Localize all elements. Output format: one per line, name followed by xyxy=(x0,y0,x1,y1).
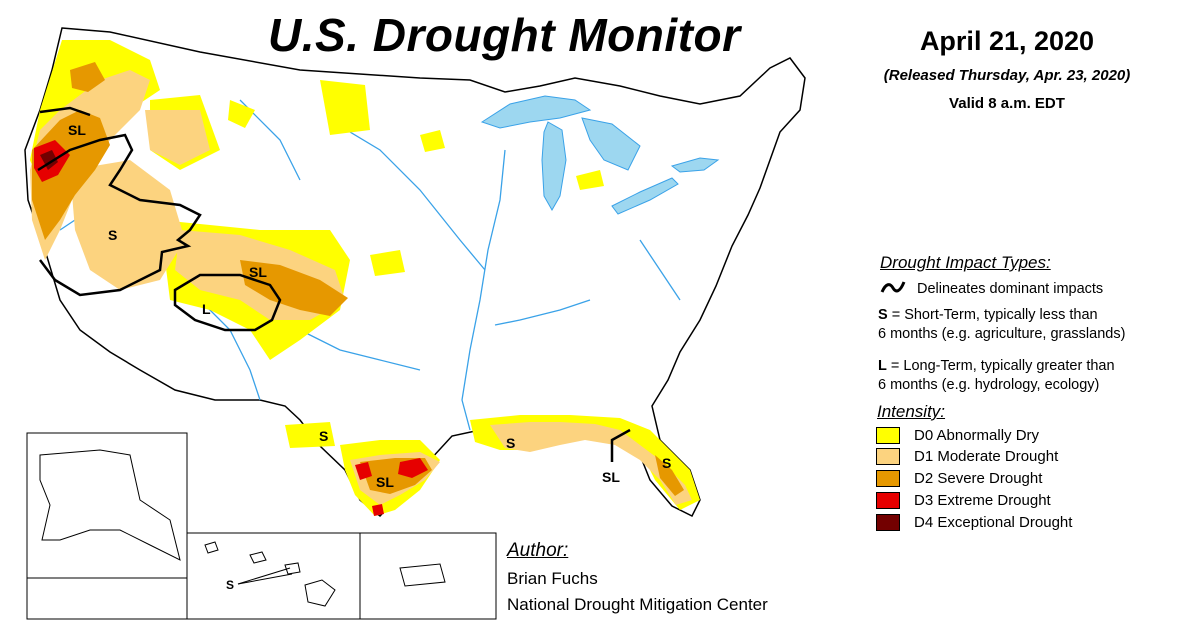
legend-label-d1: D1 Moderate Drought xyxy=(914,447,1059,465)
long-term-line1: L = Long-Term, typically greater than xyxy=(878,357,1115,376)
map-date: April 21, 2020 xyxy=(919,26,1095,56)
intensity-heading: Intensity: xyxy=(877,402,946,421)
delineates-text: Delineates dominant impacts xyxy=(917,281,1104,297)
label-sl-southtexas: SL xyxy=(376,474,394,490)
legend-d3: D3 Extreme Drought xyxy=(876,490,1051,510)
label-sl-colorado: SL xyxy=(249,264,267,280)
label-s-hawaii: S xyxy=(226,578,235,592)
label-s-nevada: S xyxy=(108,227,118,243)
label-l-fourcorners: L xyxy=(202,301,211,317)
label-s-florida: S xyxy=(662,455,672,471)
long-term-key: L xyxy=(878,358,887,374)
hawaii-s-lines xyxy=(237,567,293,585)
lake-ontario xyxy=(670,157,720,173)
legend-label-d3: D3 Extreme Drought xyxy=(914,491,1051,509)
impact-types-heading: Drought Impact Types: xyxy=(880,253,1051,272)
long-term-desc: = Long-Term, typically greater than xyxy=(886,358,1115,374)
legend-d1: D1 Moderate Drought xyxy=(876,446,1058,466)
legend-d0: D0 Abnormally Dry xyxy=(876,425,1039,445)
short-term-desc: = Short-Term, typically less than xyxy=(887,307,1098,323)
legend-d4: D4 Exceptional Drought xyxy=(876,512,1072,532)
map-title: U.S. Drought Monitor xyxy=(268,9,741,61)
hawaii-islands xyxy=(204,541,336,607)
d4-areas xyxy=(40,150,58,170)
release-date: (Released Thursday, Apr. 23, 2020) xyxy=(883,67,1131,84)
label-s-westtexas: S xyxy=(319,428,329,444)
legend-label-d0: D0 Abnormally Dry xyxy=(914,426,1040,444)
legend-label-d2: D2 Severe Drought xyxy=(914,469,1043,487)
lake-michigan xyxy=(541,121,567,212)
legend-swatch-d3 xyxy=(876,491,900,509)
short-term-line1: S = Short-Term, typically less than xyxy=(878,306,1098,325)
author-name: Brian Fuchs xyxy=(507,569,598,588)
legend-swatch-d0 xyxy=(876,426,900,444)
legend-label-d4: D4 Exceptional Drought xyxy=(914,513,1073,531)
lake-superior xyxy=(480,95,592,129)
label-sl-panhandle: SL xyxy=(602,469,620,485)
label-sl-oregon: SL xyxy=(68,122,86,138)
lake-huron xyxy=(581,117,641,171)
legend-swatch-d1 xyxy=(876,447,900,465)
long-term-line2: 6 months (e.g. hydrology, ecology) xyxy=(878,377,1100,393)
label-s-gulf: S xyxy=(506,435,516,451)
impact-boundary-icon xyxy=(880,281,906,293)
puerto-rico-shape xyxy=(399,563,446,587)
author-heading: Author: xyxy=(507,540,569,561)
lake-erie xyxy=(611,177,679,215)
legend-swatch-d2 xyxy=(876,469,900,487)
legend-swatch-d4 xyxy=(876,513,900,531)
legend-d2: D2 Severe Drought xyxy=(876,468,1042,488)
author-organization: National Drought Mitigation Center xyxy=(507,595,768,614)
short-term-key: S xyxy=(878,307,888,323)
short-term-line2: 6 months (e.g. agriculture, grasslands) xyxy=(878,326,1126,342)
alaska-shape xyxy=(39,449,181,561)
valid-time: Valid 8 a.m. EDT xyxy=(949,95,1065,112)
